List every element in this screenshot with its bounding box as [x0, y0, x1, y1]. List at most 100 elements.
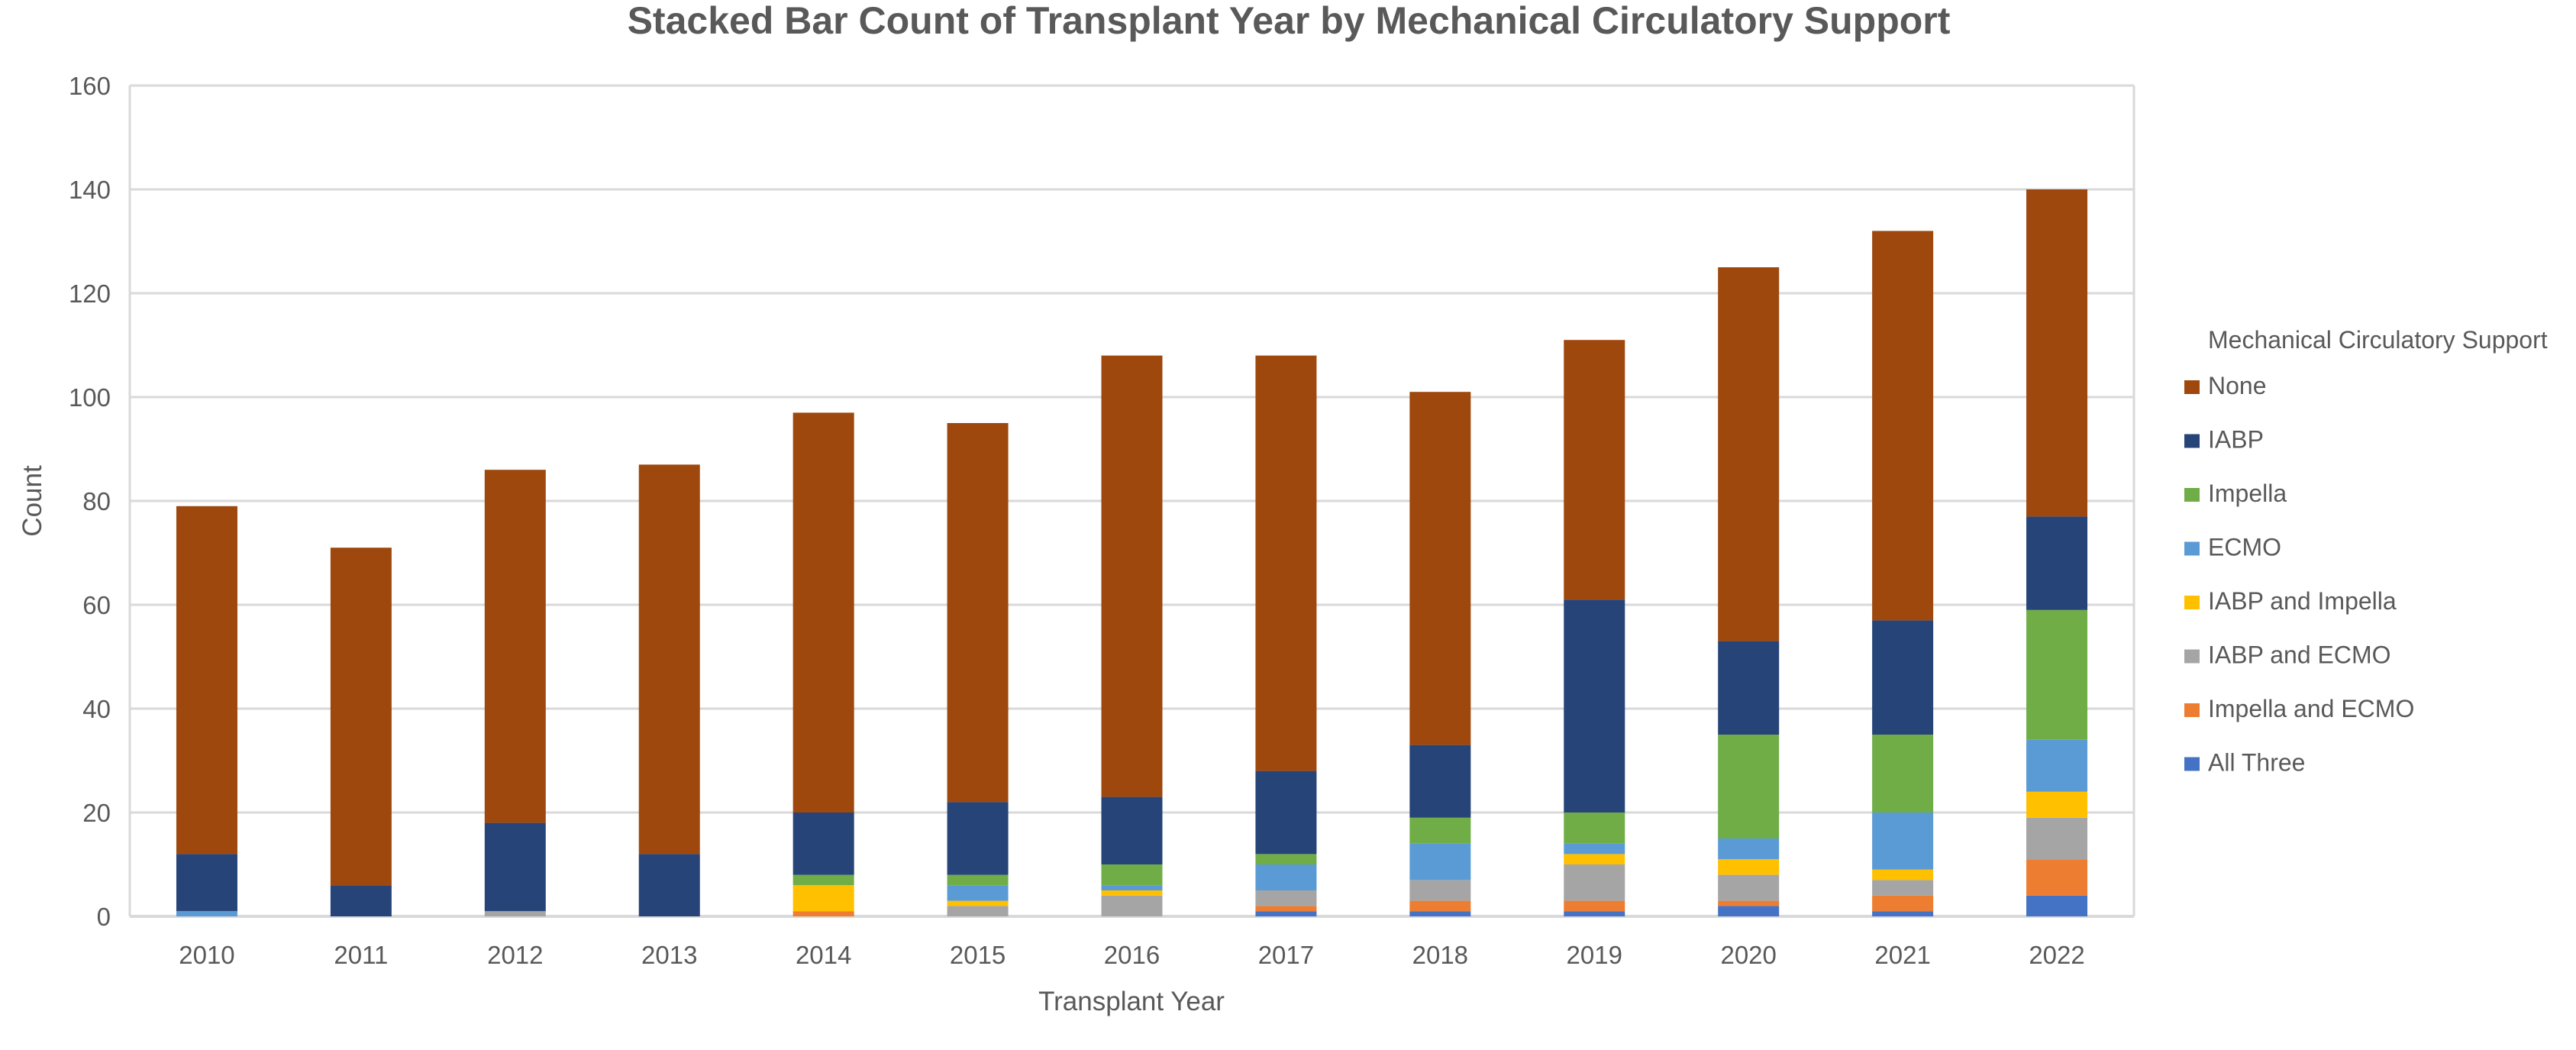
- bar-segment-impella-and-ecmo: [792, 911, 854, 916]
- bar-segment-iabp: [1718, 641, 1780, 735]
- bar-segment-impella: [1564, 813, 1625, 844]
- bar-segment-impella-and-ecmo: [1872, 895, 1934, 912]
- y-tick-label: 100: [69, 383, 111, 412]
- bar-segment-none: [1409, 392, 1471, 745]
- bar-stack-2021: [1872, 231, 1934, 916]
- legend-label: IABP: [2208, 426, 2264, 454]
- x-tick-label: 2013: [641, 941, 697, 969]
- legend-swatch: [2184, 380, 2200, 394]
- bar-segment-iabp-and-ecmo: [1101, 895, 1163, 916]
- legend-label: None: [2208, 372, 2267, 399]
- bar-segment-none: [1255, 355, 1317, 771]
- x-axis-title: Transplant Year: [1038, 987, 1225, 1016]
- bar-stack-2022: [2026, 189, 2088, 916]
- bar-segment-iabp-and-impella: [1872, 869, 1934, 880]
- bar-stack-2011: [330, 548, 392, 916]
- bar-segment-iabp-and-impella: [1101, 890, 1163, 896]
- bar-segment-ecmo: [176, 911, 237, 916]
- legend-item: All Three: [2184, 749, 2305, 777]
- legend-label: Impella and ECMO: [2208, 695, 2414, 722]
- bar-segment-iabp-and-ecmo: [1564, 864, 1625, 901]
- x-tick-label: 2019: [1567, 941, 1622, 969]
- bar-stack-2020: [1718, 267, 1780, 916]
- y-axis-title: Count: [18, 465, 47, 537]
- bar-stack-2016: [1101, 355, 1163, 916]
- bar-stack-2010: [176, 506, 237, 916]
- bar-segment-none: [792, 412, 854, 813]
- legend-swatch: [2184, 649, 2200, 664]
- bar-stack-2018: [1409, 392, 1471, 916]
- x-tick-label: 2021: [1874, 941, 1930, 969]
- bar-segment-iabp: [1409, 745, 1471, 818]
- bar-segment-iabp-and-impella: [947, 900, 1009, 906]
- bar-segment-impella: [947, 874, 1009, 886]
- bar-segment-none: [1718, 267, 1780, 641]
- bar-segment-ecmo: [1255, 864, 1317, 890]
- legend-swatch: [2184, 703, 2200, 717]
- y-axis-ticks: 0 20 40 60 80 100 120 140 160: [69, 72, 111, 931]
- legend-label: IABP and ECMO: [2208, 641, 2391, 669]
- bar-segment-impella: [1255, 854, 1317, 864]
- bar-segment-iabp-and-ecmo: [1255, 890, 1317, 906]
- x-tick-label: 2015: [950, 941, 1006, 969]
- legend-item: IABP and Impella: [2184, 587, 2397, 615]
- x-tick-label: 2018: [1412, 941, 1468, 969]
- y-tick-label: 40: [82, 695, 111, 723]
- bar-segment-none: [484, 470, 546, 823]
- legend-label: ECMO: [2208, 534, 2281, 561]
- x-tick-label: 2014: [796, 941, 851, 969]
- bar-segment-impella: [1872, 735, 1934, 813]
- bar-segment-ecmo: [1101, 885, 1163, 890]
- legend-label: All Three: [2208, 749, 2305, 777]
- y-tick-label: 140: [69, 176, 111, 204]
- x-tick-label: 2016: [1104, 941, 1160, 969]
- bar-segment-impella-and-ecmo: [1409, 900, 1471, 912]
- bar-segment-iabp: [330, 885, 392, 916]
- bar-segment-ecmo: [1718, 838, 1780, 860]
- bar-stack-2019: [1564, 340, 1625, 916]
- bar-segment-none: [1101, 355, 1163, 797]
- legend-swatch: [2184, 757, 2200, 771]
- bar-segment-iabp: [176, 854, 237, 912]
- x-tick-label: 2020: [1720, 941, 1776, 969]
- bar-segment-iabp: [1564, 599, 1625, 813]
- bar-segment-ecmo: [1564, 843, 1625, 855]
- bar-segment-all-three: [1409, 911, 1471, 916]
- y-tick-label: 20: [82, 799, 111, 827]
- bar-segment-all-three: [1255, 911, 1317, 916]
- bar-stack-2014: [792, 412, 854, 916]
- bar-stack-2013: [638, 464, 700, 916]
- bar-segment-impella-and-ecmo: [2026, 859, 2088, 896]
- bar-segment-none: [947, 423, 1009, 803]
- bar-segment-impella: [2026, 609, 2088, 740]
- bar-segment-iabp-and-impella: [1718, 859, 1780, 875]
- bar-segment-impella: [1409, 817, 1471, 844]
- y-tick-label: 80: [82, 487, 111, 515]
- bar-segment-iabp-and-impella: [1564, 854, 1625, 864]
- x-tick-label: 2010: [179, 941, 234, 969]
- legend-item: IABP: [2184, 426, 2264, 454]
- bar-segment-impella: [1101, 864, 1163, 886]
- legend-item: IABP and ECMO: [2184, 641, 2391, 669]
- bar-segment-impella-and-ecmo: [1255, 906, 1317, 912]
- bar-segment-iabp: [792, 813, 854, 875]
- bar-stack-2017: [1255, 355, 1317, 916]
- bar-segment-iabp-and-impella: [2026, 791, 2088, 818]
- bar-segment-impella: [1718, 735, 1780, 838]
- bar-segment-iabp-and-ecmo: [484, 911, 546, 916]
- chart-title: Stacked Bar Count of Transplant Year by …: [628, 0, 1951, 42]
- bar-segment-impella-and-ecmo: [1718, 900, 1780, 906]
- x-tick-label: 2022: [2029, 941, 2084, 969]
- legend-swatch: [2184, 434, 2200, 448]
- bar-segment-all-three: [1718, 906, 1780, 916]
- bar-segment-impella-and-ecmo: [1564, 900, 1625, 912]
- bar-segment-iabp-and-ecmo: [2026, 817, 2088, 860]
- bar-segment-iabp: [1101, 796, 1163, 864]
- x-tick-label: 2012: [487, 941, 543, 969]
- x-tick-label: 2011: [334, 941, 388, 969]
- bar-segment-impella: [792, 874, 854, 886]
- legend-swatch: [2184, 541, 2200, 556]
- bar-segment-iabp-and-ecmo: [1409, 880, 1471, 901]
- legend-item: ECMO: [2184, 534, 2281, 561]
